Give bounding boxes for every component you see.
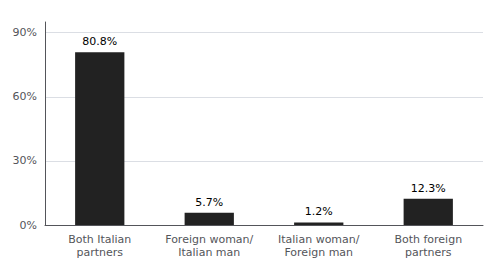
svg-text:partners: partners	[76, 246, 123, 259]
svg-text:1.2%: 1.2%	[305, 205, 333, 218]
svg-text:80.8%: 80.8%	[82, 35, 117, 48]
svg-text:90%: 90%	[13, 26, 37, 39]
svg-text:Both foreign: Both foreign	[394, 233, 462, 246]
svg-text:Italian woman/: Italian woman/	[278, 233, 360, 246]
svg-text:0%: 0%	[20, 219, 37, 232]
svg-text:Italian man: Italian man	[178, 246, 240, 259]
svg-text:Both Italian: Both Italian	[68, 233, 131, 246]
svg-text:Foreign man: Foreign man	[284, 246, 353, 259]
svg-text:12.3%: 12.3%	[411, 182, 446, 195]
svg-text:60%: 60%	[13, 90, 37, 103]
svg-text:partners: partners	[405, 246, 452, 259]
svg-text:30%: 30%	[13, 154, 37, 167]
svg-text:Foreign woman/: Foreign woman/	[165, 233, 253, 246]
svg-text:5.7%: 5.7%	[195, 196, 223, 209]
